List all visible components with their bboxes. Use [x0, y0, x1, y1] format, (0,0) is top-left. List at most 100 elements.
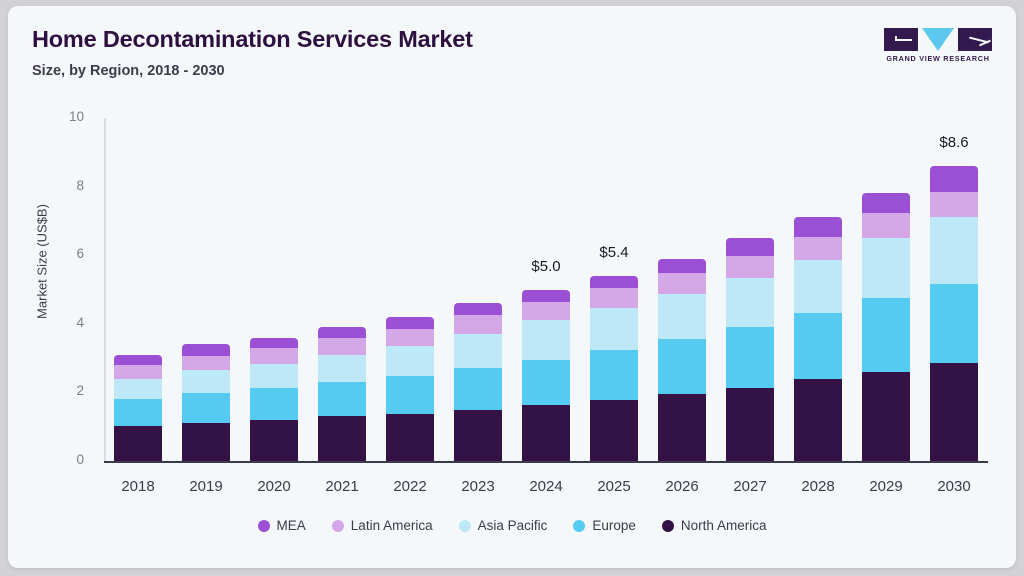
bar-segment[interactable]	[726, 255, 774, 279]
bar-segment[interactable]	[318, 382, 366, 417]
bar-segment[interactable]	[182, 422, 230, 461]
bar-segment[interactable]	[862, 238, 910, 299]
page-subtitle: Size, by Region, 2018 - 2030	[32, 63, 225, 79]
bar-group[interactable]	[386, 118, 434, 461]
bar-segment[interactable]	[658, 272, 706, 294]
bar-segment[interactable]	[454, 409, 502, 461]
bar-segment[interactable]	[862, 193, 910, 214]
legend-item-asia-pacific[interactable]: Asia Pacific	[458, 518, 547, 533]
x-axis-tick-label: 2023	[461, 478, 495, 495]
bar-segment[interactable]	[862, 298, 910, 372]
legend-item-europe[interactable]: Europe	[573, 518, 636, 533]
bar-segment[interactable]	[658, 293, 706, 340]
bar-segment[interactable]	[182, 392, 230, 423]
bar-segment[interactable]	[930, 217, 978, 285]
bar-segment[interactable]	[794, 217, 842, 237]
bar-segment[interactable]	[930, 284, 978, 364]
bar-segment[interactable]	[794, 236, 842, 261]
bar-segment[interactable]	[250, 363, 298, 389]
bar-segment[interactable]	[114, 426, 162, 461]
bar-segment[interactable]	[794, 379, 842, 461]
bar-segment[interactable]	[862, 371, 910, 461]
bar-segment[interactable]	[726, 278, 774, 327]
bar-segment[interactable]	[454, 315, 502, 335]
bar-segment[interactable]	[930, 363, 978, 461]
y-axis-tick-label: 0	[76, 452, 84, 467]
bar-segment[interactable]	[522, 359, 570, 406]
bar-segment[interactable]	[114, 399, 162, 427]
bar-segment[interactable]	[930, 166, 978, 192]
bar-segment[interactable]	[658, 394, 706, 461]
bar-segment[interactable]	[590, 399, 638, 461]
bar-segment[interactable]	[386, 414, 434, 461]
bar-segment[interactable]	[658, 258, 706, 273]
bar-group[interactable]	[318, 118, 366, 461]
chart-header: Home Decontamination Services Market Siz…	[8, 6, 1016, 102]
bar-segment[interactable]	[794, 313, 842, 380]
bar-group[interactable]	[590, 118, 638, 461]
x-axis-tick-label: 2024	[529, 478, 563, 495]
bar-segment[interactable]	[522, 289, 570, 303]
bar-segment[interactable]	[250, 348, 298, 364]
bar-segment[interactable]	[726, 238, 774, 256]
bar-group[interactable]	[862, 118, 910, 461]
bar-group[interactable]	[114, 118, 162, 461]
bar-segment[interactable]	[182, 355, 230, 371]
x-axis-tick-label: 2020	[257, 478, 291, 495]
bar-segment[interactable]	[454, 334, 502, 368]
bar-segment[interactable]	[318, 327, 366, 339]
y-axis-tick-label: 6	[76, 246, 84, 262]
bar-group[interactable]	[182, 118, 230, 461]
bar-segment[interactable]	[522, 405, 570, 461]
legend-item-latin-america[interactable]: Latin America	[331, 518, 433, 533]
bar-segment[interactable]	[250, 388, 298, 420]
bar-group[interactable]	[658, 118, 706, 461]
bar-segment[interactable]	[182, 344, 230, 356]
bar-segment[interactable]	[386, 376, 434, 415]
bar-segment[interactable]	[386, 316, 434, 330]
bar-segment[interactable]	[590, 350, 638, 400]
x-axis-tick-label: 2028	[801, 478, 835, 495]
bar-segment[interactable]	[590, 275, 638, 288]
bar-segment[interactable]	[386, 346, 434, 377]
bar-segment[interactable]	[522, 320, 570, 360]
bar-segment[interactable]	[250, 337, 298, 349]
x-axis-tick-label: 2021	[325, 478, 359, 495]
bar-segment[interactable]	[114, 378, 162, 400]
bar-segment[interactable]	[318, 338, 366, 355]
bar-segment[interactable]	[318, 416, 366, 461]
bar-group[interactable]	[726, 118, 774, 461]
bar-segment[interactable]	[522, 302, 570, 321]
legend-item-mea[interactable]: MEA	[257, 518, 306, 533]
bar-segment[interactable]	[182, 370, 230, 393]
bar-group[interactable]	[930, 118, 978, 461]
bar-segment[interactable]	[386, 329, 434, 347]
bar-segment[interactable]	[114, 354, 162, 365]
bar-segment[interactable]	[454, 367, 502, 410]
legend-item-north-america[interactable]: North America	[661, 518, 766, 533]
bar-segment[interactable]	[454, 303, 502, 316]
legend-item-label: Latin America	[350, 518, 433, 533]
logo-triangle-icon	[922, 28, 954, 51]
bar-group[interactable]	[250, 118, 298, 461]
bar-segment[interactable]	[930, 191, 978, 218]
x-axis-tick-label: 2018	[121, 478, 155, 495]
bar-group[interactable]	[522, 118, 570, 461]
bar-segment[interactable]	[114, 364, 162, 379]
bar-group[interactable]	[794, 118, 842, 461]
bar-segment[interactable]	[794, 260, 842, 314]
bar-segment[interactable]	[590, 287, 638, 309]
chart-card: Home Decontamination Services Market Siz…	[8, 6, 1016, 568]
legend-swatch-icon	[573, 519, 586, 532]
bar-segment[interactable]	[318, 354, 366, 383]
bar-segment[interactable]	[250, 419, 298, 461]
logo-g-bar-icon	[895, 39, 912, 41]
bar-segment[interactable]	[726, 387, 774, 461]
bar-segment[interactable]	[658, 339, 706, 395]
x-axis-tick-label: 2026	[665, 478, 699, 495]
bar-segment[interactable]	[862, 213, 910, 239]
bar-segment[interactable]	[590, 308, 638, 351]
bar-group[interactable]	[454, 118, 502, 461]
bar-segment[interactable]	[726, 326, 774, 388]
x-axis-tick-label: 2019	[189, 478, 223, 495]
